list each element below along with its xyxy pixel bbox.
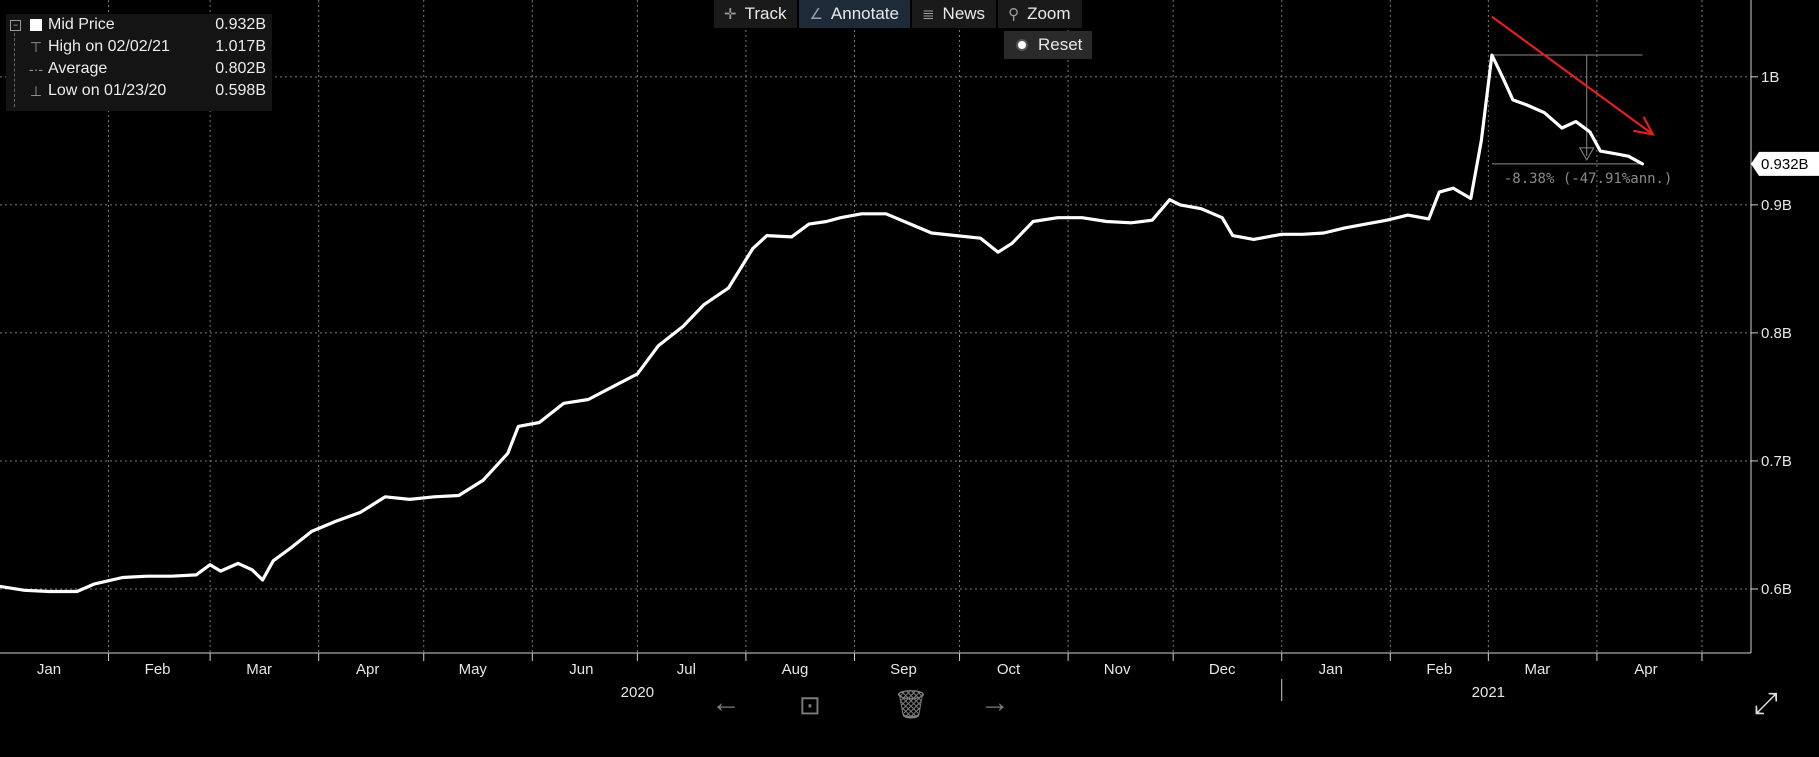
x-tick-label: Jul xyxy=(677,661,696,678)
y-tick-label: 0.6B xyxy=(1761,581,1792,598)
legend-value: 1.017B xyxy=(215,38,266,55)
legend-value: 0.932B xyxy=(215,16,266,33)
annotate-button[interactable]: ∠ Annotate xyxy=(799,0,910,28)
y-tick-label: 1B xyxy=(1761,69,1779,86)
legend-row-low: ⊥ Low on 01/23/20 0.598B xyxy=(6,80,272,102)
x-tick-label: Oct xyxy=(997,661,1021,678)
y-tick-label: 0.8B xyxy=(1761,325,1792,342)
reset-button[interactable]: Reset xyxy=(1004,31,1092,59)
crosshair-icon: ✛ xyxy=(724,6,737,23)
change-annotation: -8.38% (-47.91%ann.) xyxy=(1491,54,1673,187)
last-value-marker: 0.932B xyxy=(1751,151,1819,176)
annotation-text: -8.38% (-47.91%ann.) xyxy=(1504,171,1673,187)
annotate-label: Annotate xyxy=(830,4,899,23)
track-label: Track xyxy=(744,4,787,23)
news-label: News xyxy=(942,4,986,23)
average-marker-icon: -·- xyxy=(29,61,43,77)
annotation-arrowhead xyxy=(1578,147,1595,161)
pencil-icon: ∠ xyxy=(809,6,823,23)
y-tick-label: 0.9B xyxy=(1761,197,1792,214)
x-tick-label: Apr xyxy=(356,661,379,678)
legend-label: Average xyxy=(48,60,108,77)
legend-tree-line xyxy=(14,33,15,107)
news-icon: ≣ xyxy=(921,6,935,23)
x-tick-label: Apr xyxy=(1634,661,1657,678)
trend-arrow-line xyxy=(1491,15,1654,136)
x-tick-label: Feb xyxy=(1426,661,1452,678)
trend-arrow-head xyxy=(1633,116,1655,136)
zoom-label: Zoom xyxy=(1027,4,1071,23)
x-tick-label: May xyxy=(459,661,488,678)
grid-lines xyxy=(0,0,1751,653)
zoom-button[interactable]: ⚲ Zoom xyxy=(998,0,1082,28)
track-button[interactable]: ✛ Track xyxy=(714,0,798,28)
x-tick-label: Aug xyxy=(782,661,809,678)
news-button[interactable]: ≣ News xyxy=(911,0,997,28)
series-mid-price xyxy=(0,53,1644,594)
x-tick-label: Dec xyxy=(1209,661,1236,678)
white-square-icon xyxy=(30,19,42,31)
x-tick-label: Mar xyxy=(1524,661,1550,678)
magnifier-icon: ⚲ xyxy=(1008,6,1020,23)
arrow-left-icon[interactable]: ← xyxy=(711,686,741,719)
legend-row-average: -·- Average 0.802B xyxy=(6,58,272,80)
legend-label: Low on 01/23/20 xyxy=(48,82,167,99)
x-tick-label: Jan xyxy=(1319,661,1343,678)
legend-value: 0.802B xyxy=(215,60,266,77)
trash-icon[interactable]: 🗑 xyxy=(893,689,929,720)
year-label: 2021 xyxy=(1472,684,1505,701)
chart-toolbar: ✛ Track ∠ Annotate ≣ News ⚲ Zoom xyxy=(714,0,1084,28)
radio-icon xyxy=(1016,39,1028,51)
legend-value: 0.598B xyxy=(215,82,266,99)
series-line xyxy=(0,53,1644,594)
legend-label: High on 02/02/21 xyxy=(48,38,170,55)
x-tick-label: Mar xyxy=(246,661,272,678)
last-value-label: 0.932B xyxy=(1761,156,1809,173)
legend: − Mid Price 0.932B ⊤ High on 02/02/21 1.… xyxy=(6,14,272,111)
y-tick-label: 0.7B xyxy=(1761,453,1792,470)
note-icon[interactable]: ⊡ xyxy=(799,690,821,720)
year-labels: 2020 2021 xyxy=(621,679,1505,701)
legend-row-mid-price: Mid Price 0.932B xyxy=(6,14,272,36)
x-axis-ticks: Jan Feb Mar Apr May Jun Jul Aug Sep Oct Nov Dec Jan F… xyxy=(37,653,1703,678)
reset-label: Reset xyxy=(1038,35,1083,54)
last-value-box xyxy=(1751,151,1819,176)
x-tick-label: Jun xyxy=(569,661,593,678)
legend-row-high: ⊤ High on 02/02/21 1.017B xyxy=(6,36,272,58)
trend-arrow[interactable] xyxy=(1491,15,1655,136)
y-axis-ticks: 0.6B 0.7B 0.8B 0.9B 1B xyxy=(1751,69,1792,598)
high-marker-icon: ⊤ xyxy=(29,39,43,55)
x-tick-label: Nov xyxy=(1104,661,1131,678)
year-label: 2020 xyxy=(621,684,654,701)
low-marker-icon: ⊥ xyxy=(29,83,43,99)
arrow-right-icon[interactable]: → xyxy=(980,686,1010,719)
legend-label: Mid Price xyxy=(48,16,115,33)
x-tick-label: Jan xyxy=(37,661,61,678)
axes xyxy=(0,0,1752,654)
x-tick-label: Sep xyxy=(890,661,917,678)
legend-collapse-icon[interactable]: − xyxy=(10,20,21,31)
expand-icon[interactable]: ⤢ xyxy=(1754,687,1778,720)
x-tick-label: Feb xyxy=(145,661,171,678)
